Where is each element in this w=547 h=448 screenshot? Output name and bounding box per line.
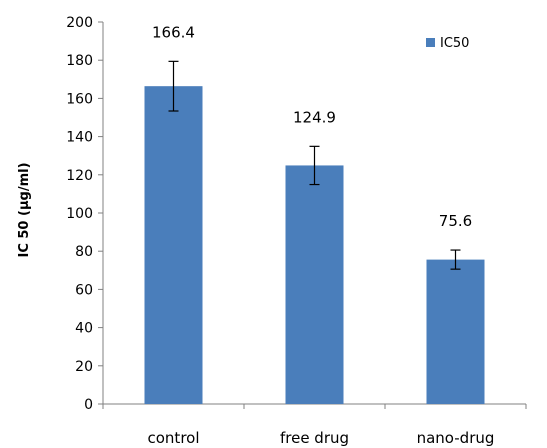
y-tick-label: 80 — [75, 244, 93, 260]
y-tick-label: 140 — [66, 130, 93, 146]
bar-control — [144, 86, 203, 405]
y-tick-label: 0 — [84, 397, 93, 413]
y-tick-label: 20 — [75, 359, 93, 375]
legend-swatch — [426, 38, 435, 47]
data-label: 75.6 — [439, 212, 472, 230]
bars: 166.4 control 124.9 free drug 75.6 nano-drug — [144, 23, 495, 447]
y-tick-label: 60 — [75, 282, 93, 298]
legend-label: IC50 — [440, 36, 469, 51]
bar-nano-drug — [426, 259, 485, 404]
data-label: 124.9 — [293, 108, 336, 126]
axes: 0 20 40 60 80 100 120 140 160 180 200 — [66, 15, 527, 413]
legend: IC50 — [426, 36, 469, 51]
category-label: control — [148, 429, 200, 447]
category-label: free drug — [280, 429, 349, 447]
y-tick-label: 160 — [66, 91, 93, 107]
y-tick-label: 40 — [75, 321, 93, 337]
bar-free-drug — [285, 165, 344, 404]
y-tick-label: 100 — [66, 206, 93, 222]
y-tick-label: 200 — [66, 15, 93, 31]
category-label: nano-drug — [417, 429, 495, 447]
data-label: 166.4 — [152, 23, 195, 41]
y-axis-title: IC 50 (µg/ml) — [17, 162, 32, 257]
y-tick-label: 120 — [66, 168, 93, 184]
y-tick-label: 180 — [66, 53, 93, 69]
